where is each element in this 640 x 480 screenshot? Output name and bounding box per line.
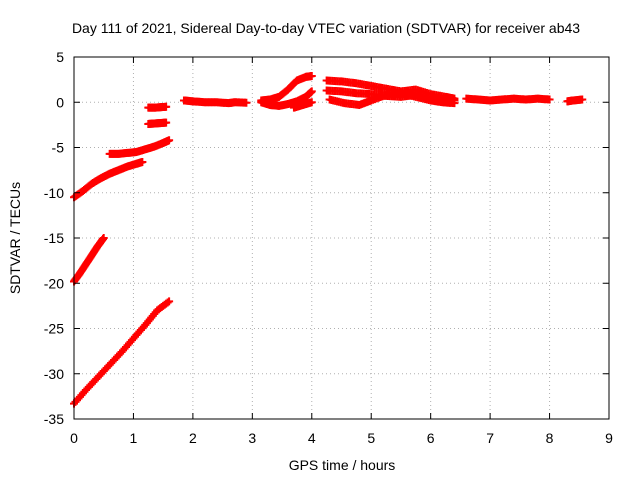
x-tick-label: 1 bbox=[130, 430, 138, 446]
data-series bbox=[563, 95, 587, 106]
data-point bbox=[578, 95, 587, 104]
data-series bbox=[70, 157, 147, 202]
y-tick-label: -30 bbox=[44, 366, 64, 382]
chart-title: Day 111 of 2021, Sidereal Day-to-day VTE… bbox=[72, 20, 580, 36]
data-point bbox=[307, 98, 316, 107]
y-tick-label: -20 bbox=[44, 275, 64, 291]
y-tick-label: -25 bbox=[44, 321, 64, 337]
data-series bbox=[70, 234, 108, 286]
data-point bbox=[162, 118, 171, 127]
grid-lines bbox=[74, 57, 609, 419]
data-point bbox=[242, 98, 251, 107]
y-tick-label: 5 bbox=[56, 49, 64, 65]
x-tick-label: 9 bbox=[605, 430, 613, 446]
data-point bbox=[545, 95, 554, 104]
y-tick-label: -15 bbox=[44, 230, 64, 246]
data-series bbox=[289, 98, 316, 112]
data-series bbox=[257, 87, 316, 110]
data-point bbox=[450, 99, 459, 108]
data-series bbox=[179, 96, 251, 108]
x-tick-label: 7 bbox=[486, 430, 494, 446]
data-point bbox=[165, 297, 174, 306]
data-point bbox=[307, 72, 316, 81]
data-series bbox=[105, 136, 174, 158]
x-tick-label: 4 bbox=[308, 430, 316, 446]
data-series bbox=[144, 102, 171, 112]
y-tick-label: -35 bbox=[44, 411, 64, 427]
data-series bbox=[70, 297, 174, 408]
x-tick-label: 6 bbox=[427, 430, 435, 446]
x-tick-label: 0 bbox=[70, 430, 78, 446]
y-tick-label: -10 bbox=[44, 185, 64, 201]
y-axis-label: SDTVAR / TECUs bbox=[7, 182, 23, 294]
y-tick-label: 0 bbox=[56, 94, 64, 110]
data-point bbox=[162, 102, 171, 111]
data-points bbox=[70, 72, 587, 408]
x-tick-label: 5 bbox=[367, 430, 375, 446]
data-series bbox=[462, 94, 554, 105]
x-tick-label: 3 bbox=[248, 430, 256, 446]
data-series bbox=[325, 89, 459, 109]
data-point bbox=[307, 87, 316, 96]
x-tick-label: 2 bbox=[189, 430, 197, 446]
data-point bbox=[138, 157, 147, 166]
data-series bbox=[144, 118, 171, 128]
x-axis-label: GPS time / hours bbox=[289, 457, 396, 473]
axis-ticks: 0 1 2 3 4 5 6 7 8 9 5 0 -5 -10 -15 -20 -25 -30 -35 bbox=[44, 49, 613, 446]
data-point bbox=[163, 298, 172, 307]
x-tick-label: 8 bbox=[546, 430, 554, 446]
y-tick-label: -5 bbox=[52, 140, 65, 156]
data-point bbox=[165, 136, 174, 145]
data-point bbox=[99, 234, 108, 242]
